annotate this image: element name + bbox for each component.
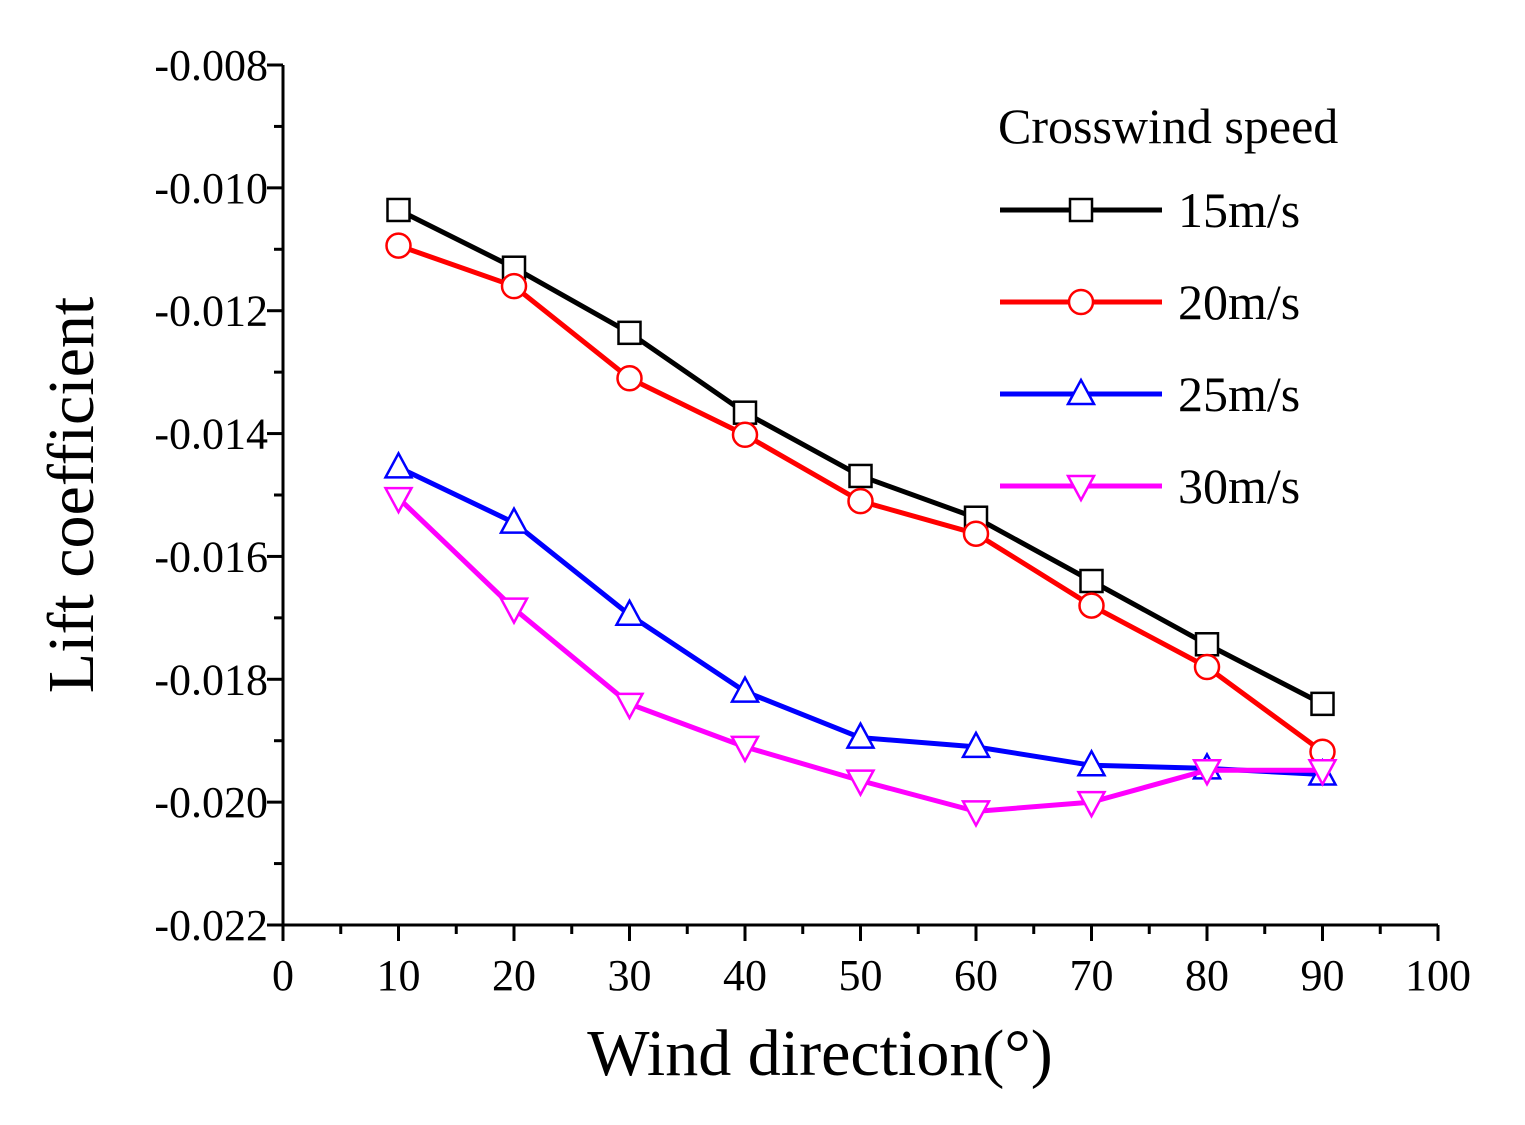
data-point [1076,748,1107,777]
x-tick-label: 90 [1301,951,1345,1000]
legend-marker [1065,474,1097,503]
legend-entry: 20m/s [1000,274,1300,330]
y-tick-label: -0.016 [154,532,268,581]
y-tick-label: -0.010 [154,164,268,213]
data-point [614,598,645,627]
legend-label: 25m/s [1178,366,1300,422]
data-point [847,487,874,515]
legend-label: 30m/s [1178,458,1300,514]
data-point [1076,790,1107,819]
legend-entry: 30m/s [1000,458,1300,514]
x-tick-label: 10 [377,951,421,1000]
data-point [729,735,761,764]
data-point [385,232,412,259]
data-point [1310,691,1335,717]
x-tick-label: 60 [954,951,998,1000]
series-layer [383,197,1338,828]
x-tick-label: 70 [1070,951,1114,1000]
data-point [729,674,761,703]
y-tick-label: -0.012 [154,287,268,336]
data-point [1078,592,1105,619]
x-tick-label: 30 [608,951,652,1000]
data-point [845,769,876,798]
legend-marker [1065,377,1097,406]
y-tick-label: -0.014 [154,410,268,459]
data-point [1079,568,1104,594]
data-point [1307,758,1338,787]
data-point [498,506,530,534]
legend: Crosswind speed 15m/s 20m/s 25m/s 30m/s [998,98,1338,514]
data-point [732,400,758,425]
data-point [498,597,530,626]
data-point [962,520,990,547]
y-axis-title: Lift coefficient [35,297,108,693]
x-tick-label: 50 [839,951,883,1000]
y-tick-label: -0.018 [154,655,268,704]
legend-marker [1067,288,1095,316]
legend-label: 15m/s [1178,182,1300,238]
data-point [617,320,642,346]
data-point [960,730,992,759]
x-tick-labels: 0 10 20 30 40 50 60 70 80 90 100 [272,951,1471,1000]
series-20m/s [385,232,1336,766]
x-tick-label: 100 [1405,951,1471,1000]
legend-title: Crosswind speed [998,98,1338,154]
data-point [848,463,873,489]
y-tick-label: -0.008 [154,41,268,90]
data-point [614,692,645,721]
y-tick-label: -0.022 [154,901,268,950]
x-tick-label: 80 [1185,951,1229,1000]
data-point [1193,653,1221,681]
data-point [383,450,414,479]
x-axis-title: Wind direction(°) [587,1017,1052,1090]
data-point [731,421,759,449]
y-tick-label: -0.020 [154,778,268,827]
x-tick-label: 20 [492,951,536,1000]
data-point [386,197,411,223]
legend-entry: 25m/s [1000,366,1300,422]
data-point [383,486,414,515]
y-tick-labels: -0.008 -0.010 -0.012 -0.014 -0.016 -0.018 -0.0… [154,41,268,950]
data-point [845,721,876,749]
data-point [1194,632,1220,657]
x-tick-label: 40 [723,951,767,1000]
data-point [500,272,528,300]
data-point [960,800,992,828]
legend-marker [1068,197,1094,223]
axes [281,65,1438,927]
x-tick-label: 0 [272,951,294,1000]
series-30m/s [383,486,1338,828]
legend-entry: 15m/s [1000,182,1300,238]
data-point [616,365,643,392]
legend-label: 20m/s [1178,274,1300,330]
data-point [1191,758,1223,787]
